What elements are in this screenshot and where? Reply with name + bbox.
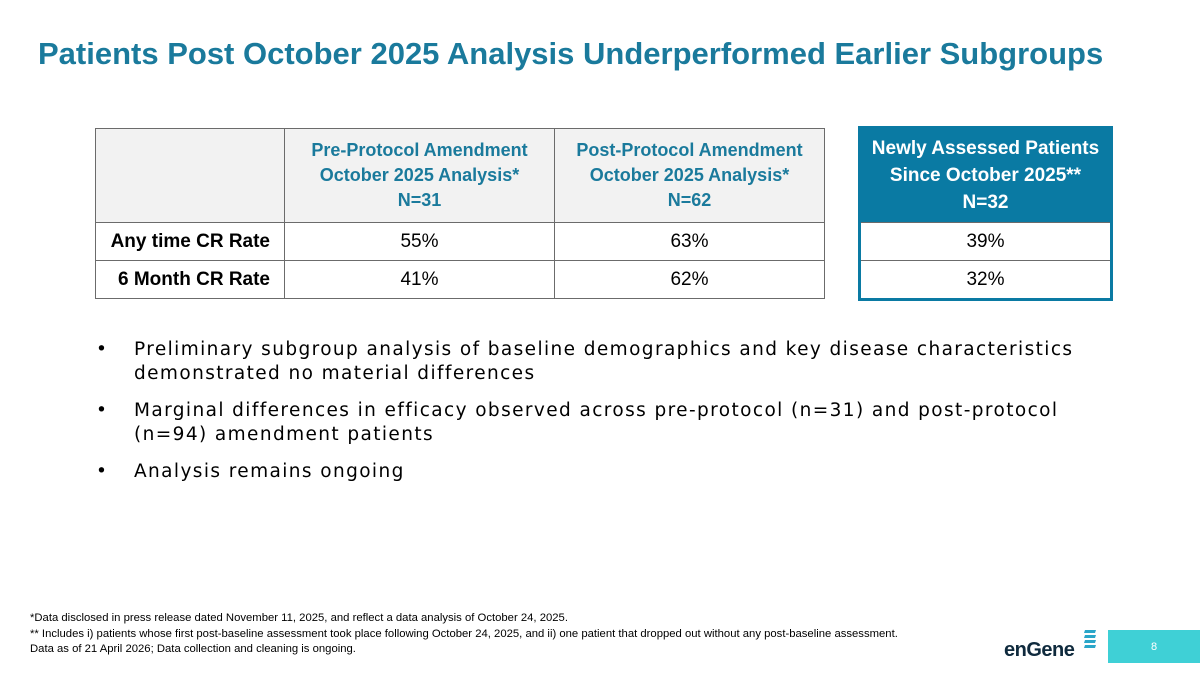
table-row: 32% (859, 260, 1112, 300)
table-cell: 39% (859, 222, 1112, 261)
bullet-marker: • (96, 461, 109, 482)
logo-wordmark: enGene (1004, 639, 1075, 661)
newly-assessed-header: Newly Assessed Patients Since October 20… (859, 127, 1112, 223)
logo-stripes-icon (1084, 630, 1096, 648)
footnotes: *Data disclosed in press release dated N… (30, 611, 898, 658)
page-number-box: 8 (1108, 630, 1200, 663)
pre-protocol-header: Pre-Protocol Amendment October 2025 Anal… (284, 128, 555, 223)
row-label-6-month-cr: 6 Month CR Rate (95, 260, 285, 299)
table-cell: 62% (554, 260, 825, 299)
bullet-text: Preliminary subgroup analysis of baselin… (134, 339, 1074, 384)
table-cell: 32% (859, 260, 1112, 300)
table-header-row: Pre-Protocol Amendment October 2025 Anal… (95, 128, 825, 223)
bullet-marker: • (96, 400, 109, 421)
table-cell: 55% (284, 222, 555, 261)
table-row: 6 Month CR Rate 41% 62% (95, 260, 825, 299)
bullet-marker: • (96, 339, 109, 360)
bullet-list: • Preliminary subgroup analysis of basel… (96, 338, 1076, 497)
footnote: Data as of 21 April 2026; Data collectio… (30, 643, 356, 655)
comparison-table: Pre-Protocol Amendment October 2025 Anal… (95, 128, 825, 299)
bullet-item: • Preliminary subgroup analysis of basel… (96, 338, 1076, 386)
bullet-text: Analysis remains ongoing (134, 461, 405, 482)
footnote: ** Includes i) patients whose first post… (30, 627, 898, 640)
newly-assessed-table: Newly Assessed Patients Since October 20… (858, 126, 1113, 301)
bullet-item: • Marginal differences in efficacy obser… (96, 399, 1076, 447)
side-header-row: Newly Assessed Patients Since October 20… (859, 127, 1112, 223)
row-label-any-time-cr: Any time CR Rate (95, 222, 285, 261)
slide-title: Patients Post October 2025 Analysis Unde… (38, 36, 1104, 71)
bullet-item: • Analysis remains ongoing (96, 460, 1076, 484)
table-cell: 41% (284, 260, 555, 299)
engene-logo: enGene (1004, 628, 1104, 662)
table-row: 39% (859, 222, 1112, 261)
table-cell: 63% (554, 222, 825, 261)
page-number: 8 (1150, 640, 1158, 653)
post-protocol-header: Post-Protocol Amendment October 2025 Ana… (554, 128, 825, 223)
bullet-text: Marginal differences in efficacy observe… (134, 400, 1059, 445)
table-row: Any time CR Rate 55% 63% (95, 222, 825, 261)
empty-header-cell (95, 128, 285, 223)
footnote: *Data disclosed in press release dated N… (30, 612, 568, 624)
